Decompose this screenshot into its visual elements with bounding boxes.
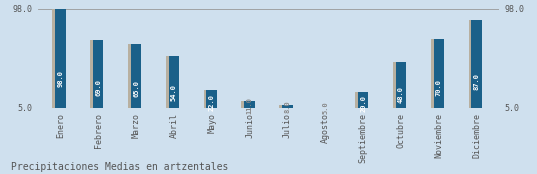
- Bar: [471, 20, 482, 113]
- Bar: [206, 90, 217, 113]
- Text: 98.0: 98.0: [57, 70, 63, 87]
- Bar: [204, 90, 217, 113]
- Text: 69.0: 69.0: [95, 79, 101, 96]
- Text: 11.0: 11.0: [246, 97, 252, 114]
- Text: Precipitaciones Medias en artzentales: Precipitaciones Medias en artzentales: [11, 162, 228, 172]
- Text: 87.0: 87.0: [474, 73, 480, 90]
- Text: 54.0: 54.0: [171, 84, 177, 101]
- Text: 22.0: 22.0: [209, 94, 215, 111]
- Text: 5.0: 5.0: [322, 101, 328, 114]
- Bar: [355, 92, 368, 113]
- Text: 65.0: 65.0: [133, 80, 139, 97]
- Bar: [93, 40, 104, 113]
- Bar: [244, 101, 255, 113]
- Bar: [130, 44, 141, 113]
- Text: 48.0: 48.0: [398, 86, 404, 103]
- Bar: [393, 62, 406, 113]
- Bar: [396, 62, 407, 113]
- Bar: [52, 9, 66, 113]
- Bar: [358, 92, 368, 113]
- Bar: [433, 39, 444, 113]
- Bar: [169, 56, 179, 113]
- Text: 20.0: 20.0: [360, 95, 366, 112]
- Bar: [55, 9, 66, 113]
- Bar: [431, 39, 444, 113]
- Text: 70.0: 70.0: [436, 79, 442, 96]
- Bar: [469, 20, 482, 113]
- Bar: [320, 108, 331, 113]
- Bar: [242, 101, 255, 113]
- Text: 8.0: 8.0: [285, 101, 291, 113]
- Bar: [282, 105, 293, 113]
- Bar: [128, 44, 141, 113]
- Bar: [166, 56, 179, 113]
- Bar: [279, 105, 293, 113]
- Bar: [90, 40, 103, 113]
- Bar: [317, 108, 330, 113]
